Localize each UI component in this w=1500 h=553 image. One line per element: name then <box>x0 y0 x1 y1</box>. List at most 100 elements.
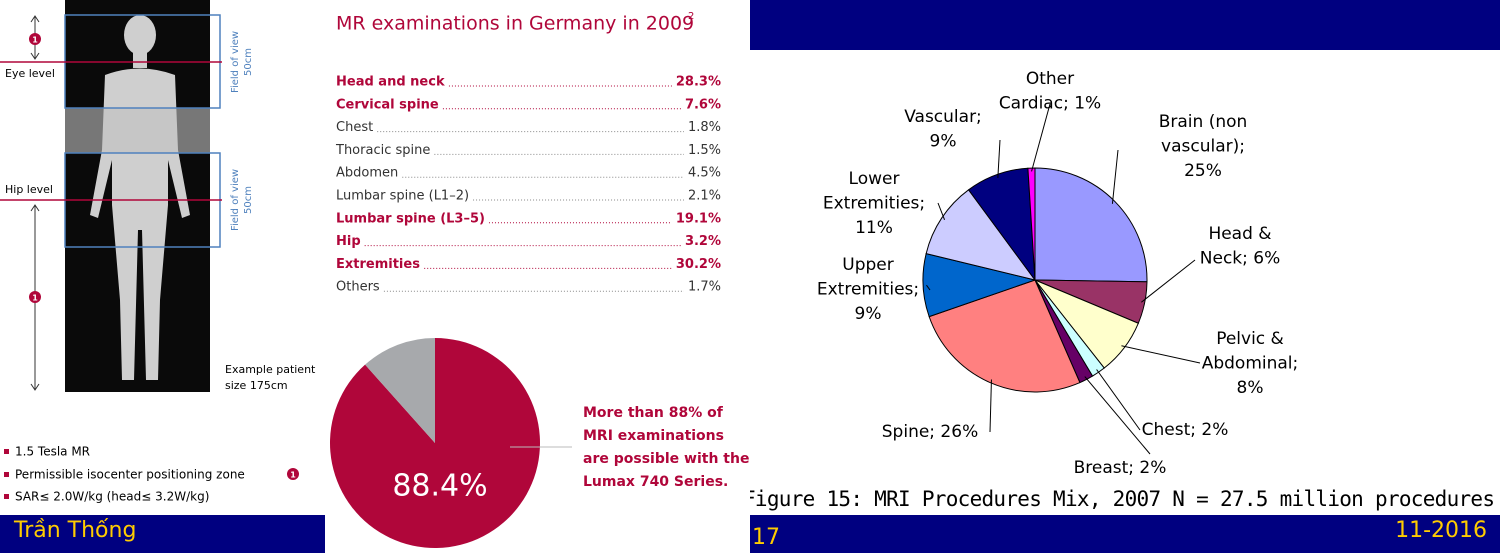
markers: 1 1 1 <box>29 33 299 480</box>
leader-line <box>1141 259 1196 303</box>
bullet: SAR≤ 2.0W/kg (head≤ 3.2W/kg) <box>15 490 209 504</box>
leader-line <box>1031 103 1051 172</box>
label-line: Extremities; <box>817 280 919 300</box>
item-label: Lumbar spine (L1–2) <box>336 189 469 204</box>
page-number: 17 <box>752 525 780 550</box>
label-line: Upper <box>842 255 893 275</box>
slice-label: Spine; 26% <box>882 422 978 442</box>
top-band <box>750 0 1500 50</box>
item-value: 28.3% <box>676 75 721 90</box>
label-line: Breast; 2% <box>1074 458 1167 478</box>
slice-label: Chest; 2% <box>1142 420 1229 440</box>
pie-slice <box>928 279 1081 393</box>
eye-level: Eye level <box>5 67 55 80</box>
bullet: 1.5 Tesla MR <box>15 445 90 459</box>
marker: 1 <box>290 471 296 480</box>
leader-line <box>1084 376 1151 455</box>
hip-level: Hip level <box>5 183 53 196</box>
label-line: 9% <box>930 132 957 152</box>
item-label: Others <box>336 280 380 295</box>
leader-line <box>997 139 1001 178</box>
fov-label: 50cm <box>243 48 254 76</box>
annotation: are possible with the <box>583 451 749 467</box>
bullets: 1.5 Tesla MR Permissible isocenter posit… <box>4 445 245 504</box>
item-value: 1.5% <box>688 143 721 158</box>
label-line: Abdominal; <box>1202 354 1299 374</box>
item-value: 7.6% <box>685 97 721 112</box>
author: Trần Thống <box>13 518 136 543</box>
slice-label: Lower Extremities; 11% <box>823 169 925 238</box>
leader-line <box>926 284 931 291</box>
label-line: vascular); <box>1161 137 1245 157</box>
pie-slice <box>365 338 435 443</box>
fov-label: Field of view <box>230 31 241 93</box>
zone-band <box>65 108 210 153</box>
label-line: 11% <box>855 218 893 238</box>
label-line: Spine; 26% <box>882 422 978 442</box>
label-line: 25% <box>1184 161 1222 181</box>
item-value: 2.1% <box>688 189 721 204</box>
label-line: Cardiac; 1% <box>999 94 1101 114</box>
leader-line <box>937 202 946 221</box>
item-label: Chest <box>336 120 373 135</box>
slice-label: Pelvic & Abdominal; 8% <box>1202 329 1299 398</box>
middle-panel: MR examinations in Germany in 2009 2 Hea… <box>325 0 750 553</box>
marker: 1 <box>32 36 38 45</box>
bottom-band <box>750 515 1500 553</box>
label-line: Extremities; <box>823 194 925 214</box>
label-line: Pelvic & <box>1216 329 1284 349</box>
leader-line <box>1096 369 1141 431</box>
item-value: 19.1% <box>676 211 721 226</box>
slice-label: Other Cardiac; 1% <box>999 69 1101 114</box>
bullet: Permissible isocenter positioning zone <box>15 468 245 482</box>
figure-caption: Figure 15: MRI Procedures Mix, 2007 N = … <box>743 487 1495 511</box>
slice-label: Breast; 2% <box>1074 458 1167 478</box>
leader-line <box>1121 345 1201 364</box>
fov-label: Field of view <box>230 169 241 231</box>
fov-label: 50cm <box>243 186 254 214</box>
patient-note: Example patient <box>225 363 316 376</box>
list-title: MR examinations in Germany in 2009 <box>336 13 694 35</box>
pie-slice <box>925 189 1037 281</box>
item-value: 30.2% <box>676 257 721 272</box>
slice-label: Upper Extremities; 9% <box>817 255 919 324</box>
leader-line <box>989 379 992 433</box>
pie-slice <box>1034 167 1148 283</box>
slice-label: Head & Neck; 6% <box>1200 224 1280 269</box>
annotation: MRI examinations <box>583 428 724 444</box>
label-line: Other <box>1026 69 1074 89</box>
slice-label: Brain (non vascular); 25% <box>1159 112 1248 181</box>
title-note: 2 <box>688 11 694 22</box>
label-line: Neck; 6% <box>1200 249 1280 269</box>
annotation: Lumax 740 Series. <box>583 474 728 490</box>
slice-label: Vascular; 9% <box>904 107 982 152</box>
item-label: Cervical spine <box>336 97 439 112</box>
label-line: Brain (non <box>1159 112 1248 132</box>
label-line: Head & <box>1208 224 1271 244</box>
item-value: 1.8% <box>688 120 721 135</box>
pie-slice <box>1027 167 1036 281</box>
item-label: Head and neck <box>336 75 445 90</box>
marker: 1 <box>32 294 38 303</box>
label-line: 9% <box>855 304 882 324</box>
left-panel: Trần Thống Eye level Hip level 1 1 1 Fie… <box>0 0 325 553</box>
item-label: Hip <box>336 234 361 249</box>
date: 11-2016 <box>1395 518 1487 543</box>
annotation: More than 88% of <box>583 405 724 421</box>
item-label: Lumbar spine (L3–5) <box>336 211 485 226</box>
label-line: Chest; 2% <box>1142 420 1229 440</box>
value-label: 88.4% <box>392 469 487 504</box>
right-panel: Figure 15: MRI Procedures Mix, 2007 N = … <box>743 0 1500 553</box>
label-line: Vascular; <box>904 107 982 127</box>
item-value: 1.7% <box>688 280 721 295</box>
item-label: Extremities <box>336 257 420 272</box>
item-label: Abdomen <box>336 166 398 181</box>
fov-labels: Field of view 50cm Field of view 50cm <box>230 31 254 231</box>
item-value: 4.5% <box>688 166 721 181</box>
item-label: Thoracic spine <box>335 143 430 158</box>
item-value: 3.2% <box>685 234 721 249</box>
leader-line <box>1111 149 1119 204</box>
label-line: 8% <box>1237 378 1264 398</box>
bottom-band <box>0 515 325 553</box>
